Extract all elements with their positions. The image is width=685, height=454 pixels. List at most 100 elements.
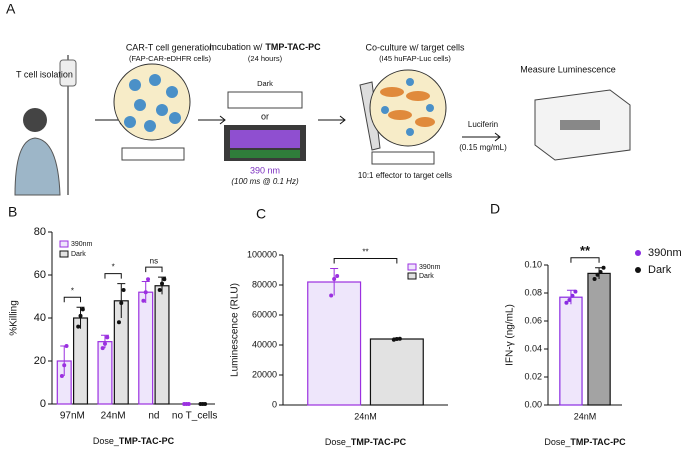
legend-label: 390nm — [419, 264, 441, 271]
panel-label: A — [6, 1, 16, 17]
data-point — [573, 289, 578, 294]
legend-label: Dark — [71, 251, 86, 258]
y-axis-label: %Killing — [9, 300, 20, 336]
step-label-bold: TMP-TAC-PC — [265, 42, 321, 52]
data-point — [335, 274, 340, 278]
data-point — [157, 288, 162, 293]
data-point — [567, 298, 572, 302]
x-axis-label: Dose_TMP-TAC-PC — [544, 437, 626, 447]
x-axis-label-bold: TMP-TAC-PC — [570, 437, 626, 447]
x-tick-label: 24nM — [574, 411, 597, 421]
step-label: CAR-T cell generation — [126, 42, 214, 52]
bar — [154, 285, 170, 405]
data-point — [146, 277, 151, 282]
data-point — [102, 341, 107, 346]
significance-label: ns — [150, 256, 158, 265]
y-tick-label: 0 — [272, 399, 277, 409]
light-wells — [230, 130, 300, 148]
y-tick-label: 40 — [34, 312, 46, 324]
y-axis-label: IFN-γ (ng/mL) — [505, 304, 516, 366]
ratio: 10:1 effector to target cells — [358, 171, 452, 180]
data-point — [62, 363, 67, 368]
light-board — [230, 150, 300, 158]
data-point — [80, 307, 85, 312]
bar — [72, 317, 89, 405]
arrow — [318, 115, 346, 125]
legend-marker — [635, 267, 641, 273]
bar — [307, 281, 362, 406]
y-tick-label: 20000 — [252, 369, 277, 379]
pulse: (100 ms @ 0.1 Hz) — [231, 177, 299, 186]
y-tick-label: 20 — [34, 355, 46, 367]
bar — [369, 338, 424, 406]
y-tick-label: 60 — [34, 269, 46, 281]
significance-bracket — [333, 258, 398, 264]
data-point — [160, 281, 165, 286]
data-point — [203, 402, 208, 406]
data-point — [595, 272, 600, 277]
legend-marker — [407, 263, 417, 271]
significance-bracket — [145, 266, 163, 273]
legend-label: 390nm — [648, 247, 682, 259]
y-tick-label: 0 — [40, 398, 46, 410]
step-label: Co-culture w/ target cells — [365, 42, 465, 52]
error-bar — [100, 334, 109, 349]
x-tick-label: 24nM — [101, 411, 126, 422]
data-point — [78, 313, 83, 318]
step-label: T cell isolation — [16, 69, 73, 79]
legend-marker — [59, 250, 69, 258]
significance-bracket — [63, 296, 82, 303]
y-tick-label: 40000 — [252, 339, 277, 349]
x-axis-label-bold: TMP-TAC-PC — [119, 436, 175, 446]
data-point — [332, 277, 337, 281]
data-point — [397, 336, 402, 341]
reader-slot — [560, 120, 600, 130]
legend-marker — [635, 250, 641, 256]
luciferin: Luciferin — [468, 120, 498, 129]
step-sub: (I45 huFAP-Luc cells) — [379, 54, 451, 63]
step-label: Measure Luminescence — [520, 64, 616, 74]
data-point — [592, 277, 597, 281]
error-bar — [117, 283, 126, 318]
data-point — [391, 337, 396, 342]
data-point — [394, 337, 399, 341]
error-bar — [330, 268, 339, 296]
bar — [559, 296, 583, 406]
x-axis-label: Dose_TMP-TAC-PC — [93, 436, 175, 446]
data-point — [162, 277, 167, 282]
panel-a: A T cell isolation CAR-T cell generation… — [6, 1, 631, 196]
bar — [97, 341, 113, 405]
data-point — [116, 320, 121, 325]
data-point — [329, 293, 334, 298]
legend-marker — [407, 272, 417, 280]
x-axis-label: Dose_TMP-TAC-PC — [325, 437, 407, 447]
x-axis-label: Dose_ — [93, 436, 120, 446]
data-point — [119, 300, 124, 305]
x-tick-label: 24nM — [354, 411, 377, 421]
arrow — [462, 132, 501, 142]
head — [23, 108, 47, 132]
condition: Dark — [257, 79, 273, 88]
body — [14, 137, 61, 196]
step-sub: (24 hours) — [248, 54, 283, 63]
data-point — [59, 374, 64, 379]
y-axis-label: Luminescence (RLU) — [230, 283, 241, 377]
plate — [121, 147, 185, 161]
data-point — [598, 270, 603, 274]
x-axis-label: Dose_ — [544, 437, 571, 447]
error-bar — [566, 289, 575, 305]
data-point — [564, 300, 569, 305]
significance-label: ** — [362, 248, 368, 257]
panel-label: D — [490, 201, 500, 217]
legend-label: 390nm — [71, 241, 93, 248]
data-point — [186, 402, 191, 406]
error-bar — [76, 306, 85, 329]
data-point — [143, 290, 148, 295]
y-tick-label: 0.02 — [524, 371, 542, 381]
bar — [138, 291, 154, 405]
y-tick-label: 0.06 — [524, 315, 542, 325]
y-tick-label: 60000 — [252, 309, 277, 319]
data-point — [76, 324, 81, 329]
luciferin-conc: (0.15 mg/mL) — [459, 143, 507, 152]
plate — [371, 151, 435, 165]
